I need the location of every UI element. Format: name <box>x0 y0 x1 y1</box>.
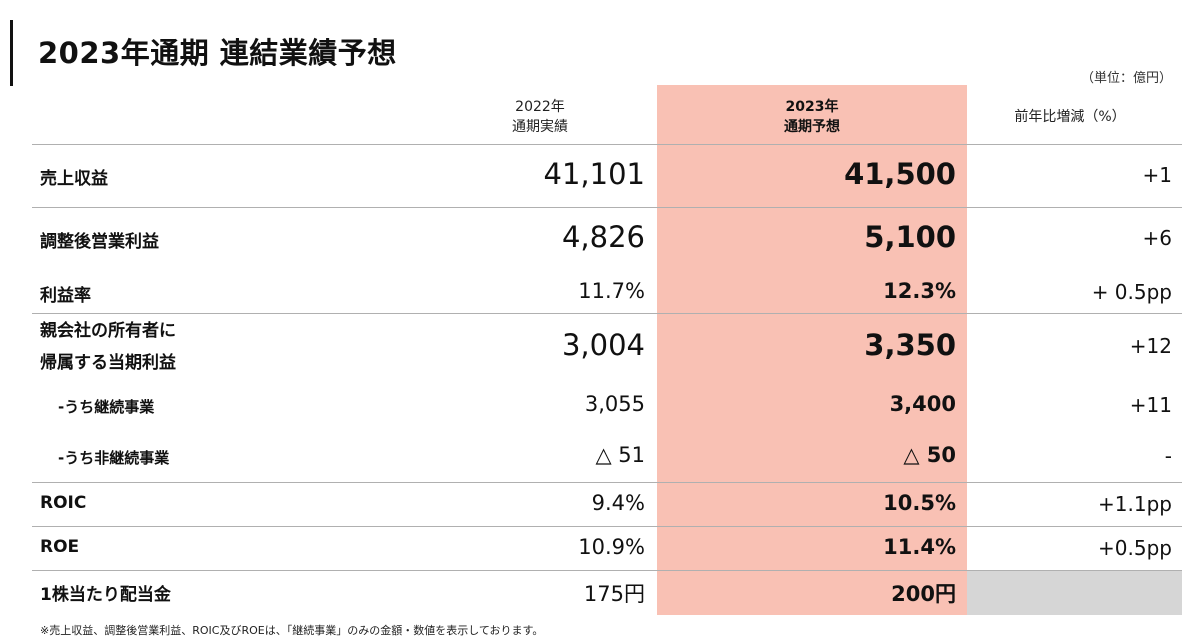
divider <box>32 482 1182 483</box>
header-2022-year: 2022年 <box>515 99 565 115</box>
value-2023: 3,350 <box>864 328 956 362</box>
row-label-line1: 親会社の所有者に <box>40 321 176 341</box>
value-2023: 12.3% <box>883 279 956 303</box>
row-label: -うち非継続事業 <box>58 449 170 467</box>
title-accent-bar <box>10 20 13 86</box>
row-label: ROE <box>40 537 80 557</box>
value-2023: 11.4% <box>883 535 956 559</box>
header-2023-type: 通期予想 <box>784 119 840 135</box>
value-2023: 10.5% <box>883 491 956 515</box>
value-change: +12 <box>1129 334 1172 358</box>
row-label-line2: 帰属する当期利益 <box>40 353 176 373</box>
divider <box>32 570 1182 571</box>
value-change: + 0.5pp <box>1091 280 1172 304</box>
header-change: 前年比増減（%） <box>1014 109 1126 125</box>
value-change: +1 <box>1142 163 1172 187</box>
header-2022: 2022年 通期実績 <box>440 97 640 137</box>
value-change: +1.1pp <box>1098 492 1172 516</box>
value-2022: 3,004 <box>561 328 645 362</box>
value-2023: 200円 <box>891 582 956 606</box>
header-2022-type: 通期実績 <box>512 119 568 135</box>
dividend-change-empty-cell <box>967 571 1182 615</box>
value-2023: 5,100 <box>864 220 956 254</box>
value-change: +0.5pp <box>1098 536 1172 560</box>
value-change: - <box>1164 444 1172 468</box>
divider <box>32 144 1182 145</box>
value-change: +11 <box>1129 393 1172 417</box>
value-2022: 41,101 <box>543 157 645 191</box>
page-title: 2023年通期 連結業績予想 <box>38 36 397 70</box>
divider <box>32 313 1182 314</box>
value-2023: 3,400 <box>889 392 956 416</box>
value-2022: 9.4% <box>591 491 645 515</box>
row-label: 利益率 <box>40 286 91 306</box>
divider <box>32 207 1182 208</box>
header-2023-year: 2023年 <box>785 99 839 115</box>
value-change: +6 <box>1142 226 1172 250</box>
value-2022: 4,826 <box>561 220 645 254</box>
row-label: 親会社の所有者に 帰属する当期利益 <box>40 315 176 379</box>
value-2023: △ 50 <box>903 443 956 467</box>
value-2022: 175円 <box>583 582 645 606</box>
value-2023: 41,500 <box>844 157 956 191</box>
footnote: ※売上収益、調整後営業利益、ROIC及びROEは、「継続事業」のみの金額・数値を… <box>40 624 544 637</box>
value-2022: △ 51 <box>595 443 645 467</box>
value-2022: 10.9% <box>578 535 645 559</box>
value-2022: 11.7% <box>578 279 645 303</box>
divider <box>32 526 1182 527</box>
header-2023: 2023年 通期予想 <box>712 97 912 137</box>
value-2022: 3,055 <box>584 392 645 416</box>
row-label: 売上収益 <box>40 169 108 189</box>
row-label: -うち継続事業 <box>58 398 155 416</box>
row-label: 調整後営業利益 <box>40 232 159 252</box>
unit-note: （単位：億円） <box>1080 71 1172 86</box>
row-label: 1株当たり配当金 <box>40 585 171 605</box>
row-label: ROIC <box>40 493 87 513</box>
